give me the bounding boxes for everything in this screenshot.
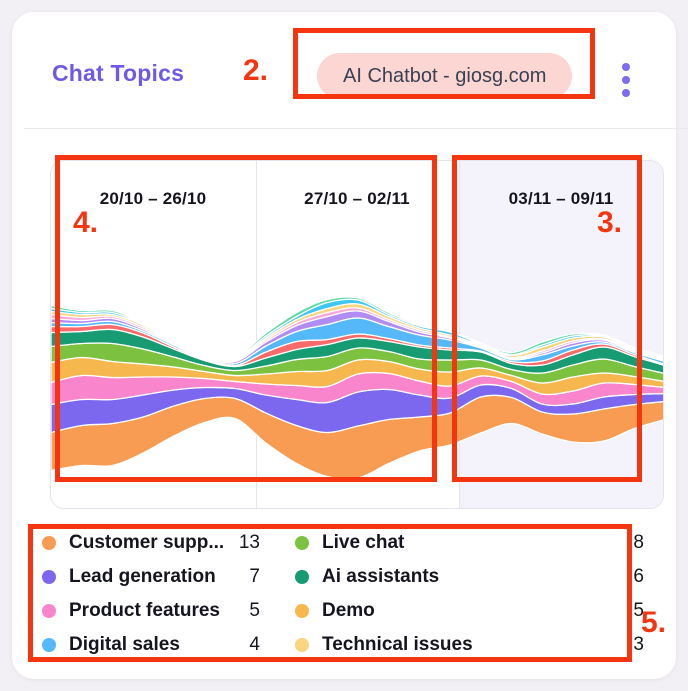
stream-chart-svg (51, 296, 663, 480)
legend-item-product-features[interactable]: Product features 5 (42, 594, 260, 628)
stream-band-other-mint (51, 296, 663, 361)
legend-label: Technical issues (322, 634, 473, 655)
legend-dot-icon (295, 570, 309, 584)
legend-value: 5 (633, 600, 644, 621)
legend-value: 8 (633, 532, 644, 553)
legend-dot-icon (295, 536, 309, 550)
legend-dot-icon (295, 604, 309, 618)
room-selector-pill[interactable]: AI Chatbot - giosg.com (317, 53, 573, 99)
legend-value: 5 (249, 600, 260, 621)
legend-dot-icon (42, 536, 56, 550)
widget-title: Chat Topics (52, 60, 185, 86)
kebab-menu-icon[interactable] (613, 56, 639, 104)
legend-label: Live chat (322, 532, 405, 553)
legend-item-digital-sales[interactable]: Digital sales 4 (42, 628, 260, 662)
legend-value: 7 (249, 566, 260, 587)
week-label-0: 20/10 – 26/10 (99, 189, 207, 208)
widget-card: Chat Topics AI Chatbot - giosg.com 20/10… (12, 12, 688, 679)
legend-item-ai-assistants[interactable]: Ai assistants 6 (295, 560, 644, 594)
week-divider-1 (256, 161, 257, 508)
legend-value: 6 (633, 566, 644, 587)
chart-week-columns: 20/10 – 26/10 27/10 – 02/11 03/11 – 09/11 (51, 161, 663, 209)
legend-dot-icon (295, 638, 309, 652)
legend-label: Digital sales (69, 634, 180, 655)
legend-value: 13 (238, 532, 260, 553)
chart-legend: Customer supp... 13 Lead generation 7 Produc… (42, 526, 644, 662)
week-label-1: 27/10 – 02/11 (304, 189, 410, 208)
legend-item-technical-issues[interactable]: Technical issues 3 (295, 628, 644, 662)
legend-value: 4 (249, 634, 260, 655)
legend-item-demo[interactable]: Demo 5 (295, 594, 644, 628)
legend-dot-icon (42, 570, 56, 584)
header-divider (24, 128, 688, 129)
stream-chart-panel: 20/10 – 26/10 27/10 – 02/11 03/11 – 09/11 (50, 160, 664, 509)
legend-item-lead-generation[interactable]: Lead generation 7 (42, 560, 260, 594)
legend-label: Ai assistants (322, 566, 440, 587)
legend-dot-icon (42, 638, 56, 652)
highlighted-week-region (459, 161, 663, 508)
legend-label: Product features (69, 600, 220, 621)
legend-label: Demo (322, 600, 375, 621)
legend-dot-icon (42, 604, 56, 618)
legend-item-live-chat[interactable]: Live chat 8 (295, 526, 644, 560)
legend-label: Lead generation (69, 566, 216, 587)
legend-label: Customer supp... (69, 532, 225, 553)
week-label-2: 03/11 – 09/11 (508, 189, 614, 208)
legend-value: 3 (633, 634, 644, 655)
legend-item-customer-supp[interactable]: Customer supp... 13 (42, 526, 260, 560)
